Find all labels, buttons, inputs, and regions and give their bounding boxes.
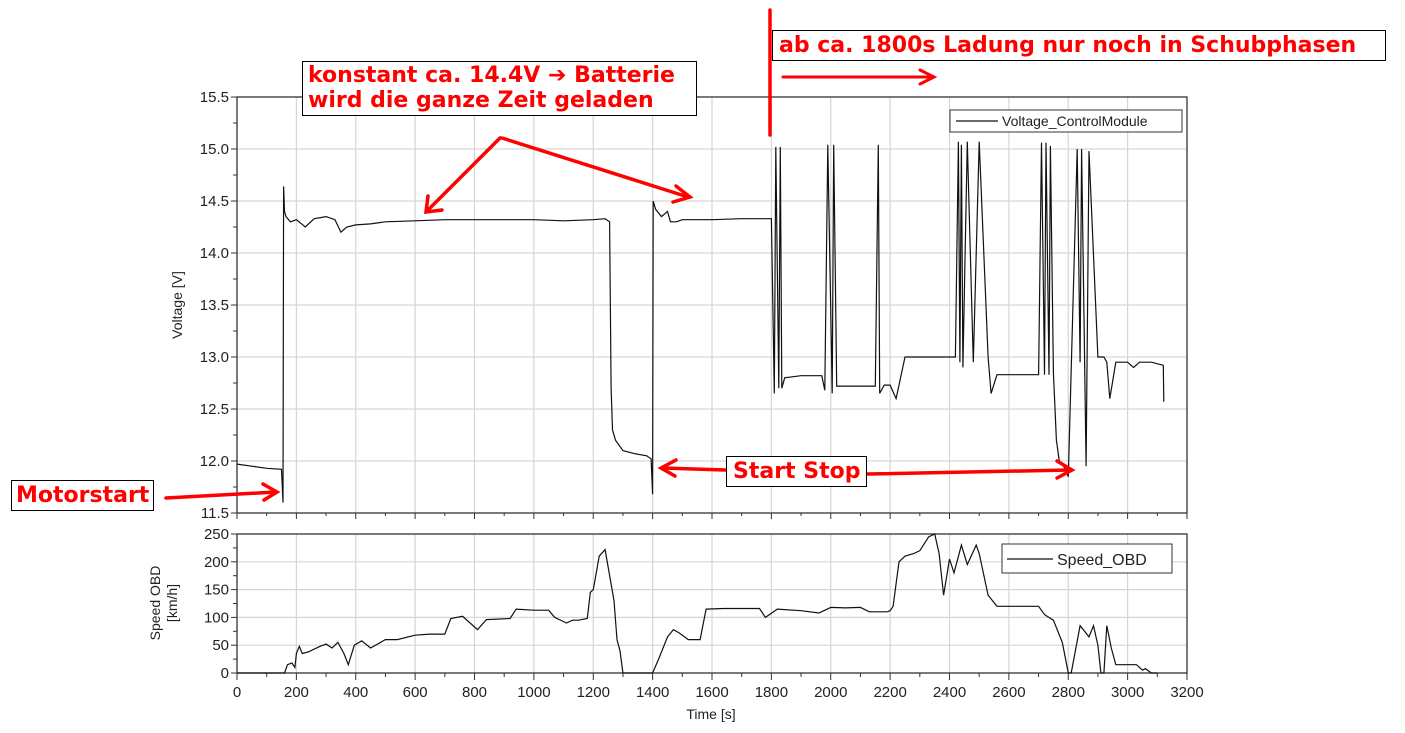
x-tick-label: 1000 — [517, 684, 550, 701]
x-tick-label: 2200 — [873, 684, 906, 701]
x-tick-label: 1200 — [577, 684, 610, 701]
voltage-y-tick-label: 12.0 — [200, 453, 229, 470]
annotation-arrows — [164, 8, 1076, 502]
charging-annotation-line1: konstant ca. 14.4V ➔ Batterie — [308, 63, 675, 88]
x-tick-label: 400 — [343, 684, 368, 701]
voltage-legend: Voltage_ControlModule — [949, 109, 1183, 133]
x-tick-label: 2000 — [814, 684, 847, 701]
voltage-y-ticks: 11.5 12.0 12.5 13.0 13.5 14.0 14.5 15.0 15.5 — [200, 89, 237, 522]
x-tick-label: 600 — [403, 684, 428, 701]
speed-trace — [237, 533, 1158, 674]
speed-y-ticks: 0 50 100 150 200 250 — [204, 526, 237, 682]
x-tick-label: 0 — [233, 684, 241, 701]
charging-annotation-line2: wird die ganze Zeit geladen — [308, 88, 654, 114]
speed-y-tick-label: 150 — [204, 582, 229, 599]
voltage-y-tick-label: 12.5 — [200, 401, 229, 418]
speed-y-axis-label-line2: [km/h] — [164, 584, 180, 622]
x-tick-label: 2800 — [1052, 684, 1085, 701]
x-tick-label: 1800 — [755, 684, 788, 701]
voltage-trace — [236, 141, 1165, 503]
speed-y-axis-label-line1: Speed OBD — [147, 566, 163, 641]
x-axis-label: Time [s] — [686, 706, 735, 722]
x-tick-label: 1400 — [636, 684, 669, 701]
voltage-y-tick-label: 14.0 — [200, 245, 229, 262]
x-tick-label: 3000 — [1111, 684, 1144, 701]
startstop-annotation: Start Stop — [726, 456, 868, 488]
voltage-y-axis-label: Voltage [V] — [169, 271, 185, 339]
speed-legend-label: Speed_OBD — [1057, 552, 1147, 569]
speed-y-tick-label: 50 — [212, 637, 229, 654]
x-tick-label: 200 — [284, 684, 309, 701]
schub-annotation: ab ca. 1800s Ladung nur noch in Schubpha… — [772, 30, 1386, 62]
speed-y-tick-label: 0 — [221, 665, 229, 682]
x-tick-label: 1600 — [695, 684, 728, 701]
time-x-ticks: 0 200 400 600 800 1000 1200 1400 1600 1800 2000 220… — [233, 513, 1204, 701]
voltage-y-tick-label: 13.0 — [200, 349, 229, 366]
speed-y-tick-label: 100 — [204, 609, 229, 626]
x-tick-label: 3200 — [1170, 684, 1203, 701]
x-tick-label: 800 — [462, 684, 487, 701]
x-tick-label: 2400 — [933, 684, 966, 701]
voltage-y-tick-label: 15.5 — [200, 89, 229, 106]
x-tick-label: 2600 — [992, 684, 1025, 701]
charging-annotation: konstant ca. 14.4V ➔ Batterie wird die g… — [302, 61, 697, 116]
voltage-y-tick-label: 11.5 — [201, 505, 229, 522]
speed-y-tick-label: 200 — [204, 554, 229, 571]
voltage-legend-label: Voltage_ControlModule — [1002, 113, 1148, 129]
voltage-y-tick-label: 15.0 — [200, 141, 229, 158]
speed-y-tick-label: 250 — [204, 526, 229, 543]
voltage-y-tick-label: 13.5 — [200, 297, 229, 314]
voltage-y-tick-label: 14.5 — [200, 193, 229, 210]
motorstart-annotation: Motorstart — [11, 480, 155, 512]
speed-legend: Speed_OBD — [1001, 543, 1173, 574]
